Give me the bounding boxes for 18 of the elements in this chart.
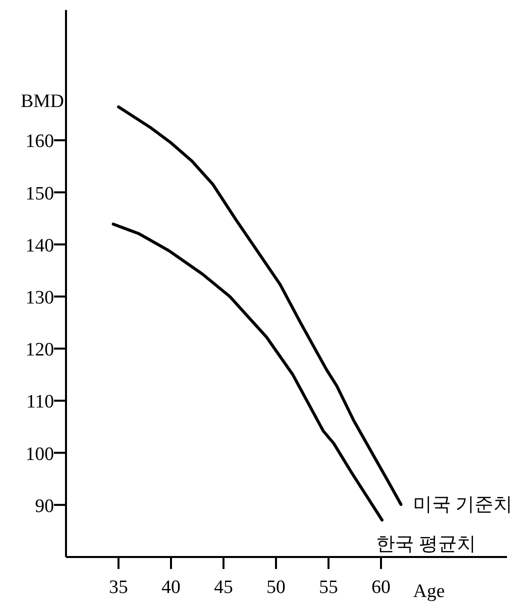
series-label: 미국 기준치 [412, 494, 513, 516]
series-label: 한국 평균치 [376, 534, 476, 555]
x-tick: 55 [319, 577, 338, 598]
y-tick: 110 [26, 392, 54, 413]
y-title: BMD [20, 91, 64, 112]
x-title: Age [413, 581, 445, 602]
y-tick: 140 [26, 235, 54, 256]
x-tick: 45 [214, 577, 233, 598]
x-tick: 50 [266, 577, 286, 598]
y-tick: 160 [26, 131, 54, 152]
x-tick: 40 [162, 577, 180, 598]
y-tick: 130 [26, 288, 54, 309]
y-tick: 120 [26, 340, 54, 361]
x-tick: 35 [109, 577, 128, 598]
y-tick: 100 [26, 444, 54, 465]
x-tick: 60 [372, 577, 390, 598]
y-tick: 90 [35, 496, 54, 517]
y-tick: 150 [26, 183, 54, 204]
